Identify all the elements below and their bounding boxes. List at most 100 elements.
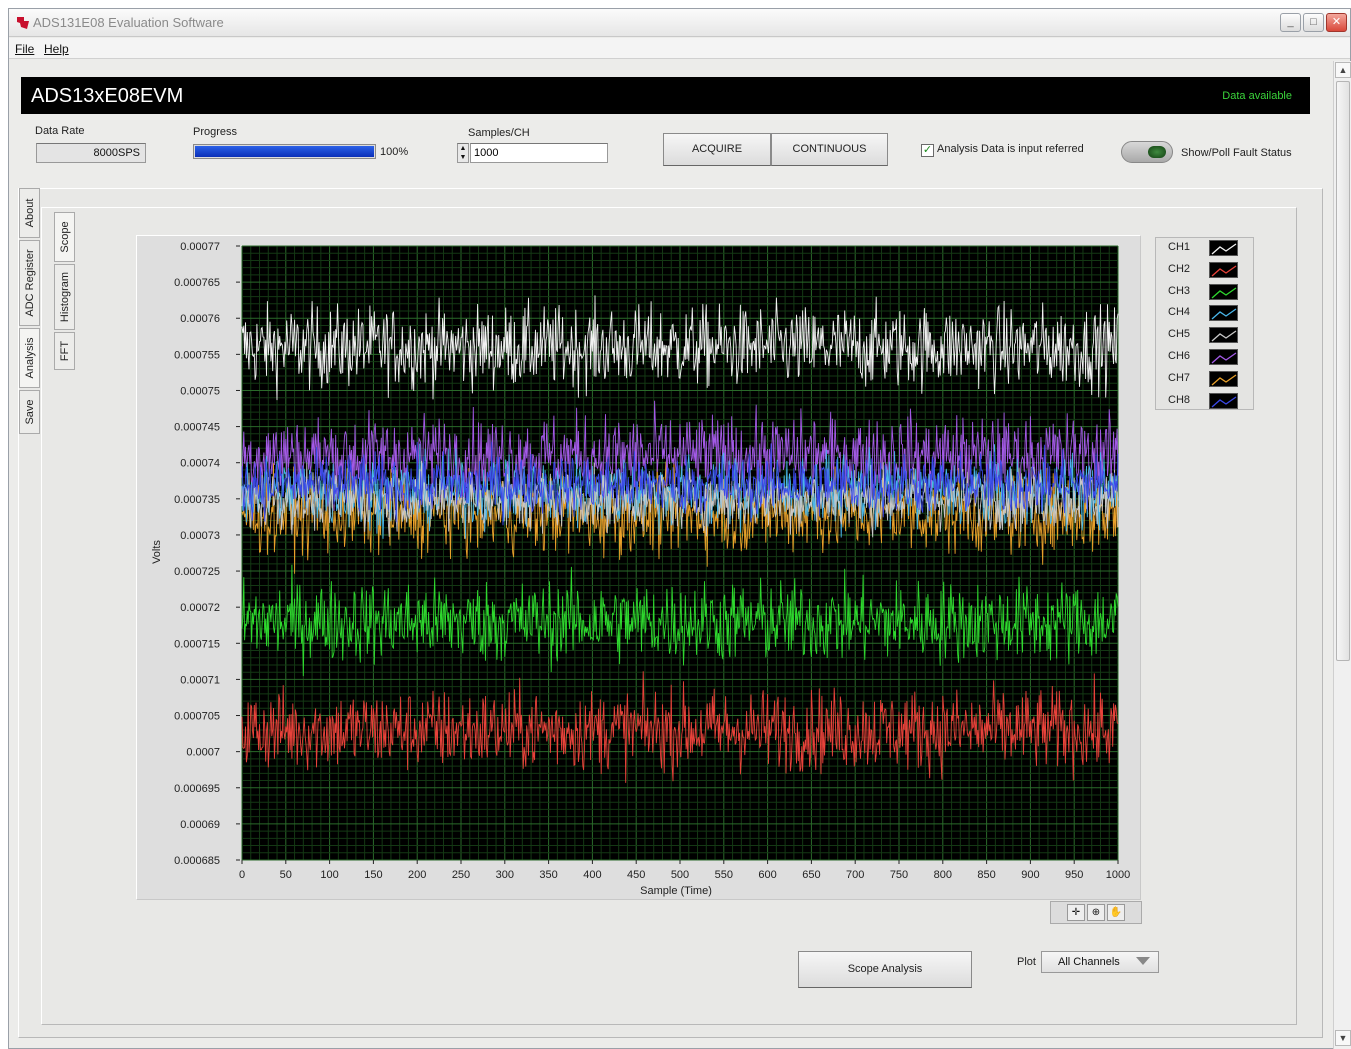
series-line-ch2 [241, 671, 1119, 783]
plot-label: Plot [1017, 956, 1036, 968]
acquire-button[interactable]: ACQUIRE [663, 133, 771, 166]
x-tick-label: 650 [802, 869, 820, 881]
x-tick-label: 400 [583, 869, 601, 881]
tab-scope[interactable]: Scope [54, 212, 75, 262]
y-tick-label: 0.000705 [174, 711, 220, 723]
legend-swatch-ch8[interactable] [1209, 392, 1238, 409]
x-tick-label: 700 [846, 869, 864, 881]
maximize-button[interactable]: □ [1303, 13, 1324, 32]
x-tick-label: 950 [1065, 869, 1083, 881]
scroll-thumb[interactable] [1336, 81, 1350, 661]
x-tick-label: 100 [320, 869, 338, 881]
series-line-ch1 [241, 295, 1119, 401]
menu-help[interactable]: Help [44, 42, 69, 56]
tab-save[interactable]: Save [19, 390, 40, 434]
plot-select-value: All Channels [1058, 956, 1120, 968]
cursor-tool-icon[interactable]: ✛ [1067, 904, 1085, 921]
chevron-down-icon [1136, 957, 1150, 965]
progress-label: Progress [193, 126, 238, 138]
title-bar: ADS131E08 Evaluation Software _ □ ✕ [9, 9, 1350, 37]
y-axis-label: Volts [151, 540, 163, 564]
x-tick-label: 150 [364, 869, 382, 881]
fault-status-label: Show/Poll Fault Status [1181, 147, 1292, 159]
x-tick-label: 550 [715, 869, 733, 881]
menu-file[interactable]: File [15, 42, 35, 56]
y-tick-label: 0.00069 [180, 819, 220, 831]
continuous-button[interactable]: CONTINUOUS [771, 133, 888, 166]
y-tick-label: 0.00075 [180, 385, 220, 397]
y-tick-label: 0.00076 [180, 313, 220, 325]
x-tick-label: 850 [977, 869, 995, 881]
samples-input[interactable] [470, 143, 608, 163]
y-tick-label: 0.000755 [174, 349, 220, 361]
y-tick-label: 0.000685 [174, 855, 220, 867]
y-tick-label: 0.00073 [180, 530, 220, 542]
legend-label-ch3: CH3 [1168, 284, 1191, 297]
progress-bar [193, 144, 376, 159]
legend-swatch-ch1[interactable] [1209, 240, 1238, 256]
x-tick-label: 300 [496, 869, 514, 881]
data-rate-label: Data Rate [35, 125, 85, 137]
x-tick-label: 600 [758, 869, 776, 881]
legend-swatch-ch4[interactable] [1209, 305, 1238, 322]
plot-select[interactable]: All Channels [1041, 951, 1159, 973]
series-line-ch8 [241, 441, 1119, 526]
x-tick-label: 500 [671, 869, 689, 881]
tab-about[interactable]: About [19, 188, 40, 238]
legend-swatch-ch5[interactable] [1209, 327, 1238, 344]
tab-histogram[interactable]: Histogram [54, 264, 75, 330]
y-tick-label: 0.00074 [180, 458, 220, 470]
legend-label-ch7: CH7 [1168, 371, 1191, 384]
legend-swatch-ch2[interactable] [1209, 261, 1238, 278]
tab-analysis[interactable]: Analysis [19, 328, 40, 388]
header-banner: ADS13xE08EVM Data available [21, 77, 1310, 114]
minimize-button[interactable]: _ [1280, 13, 1301, 32]
x-tick-label: 1000 [1106, 869, 1130, 881]
x-tick-label: 0 [239, 869, 245, 881]
x-tick-label: 350 [539, 869, 557, 881]
y-tick-label: 0.000745 [174, 422, 220, 434]
x-tick-label: 250 [452, 869, 470, 881]
close-button[interactable]: ✕ [1326, 13, 1347, 32]
legend-swatch-ch3[interactable] [1209, 283, 1238, 300]
y-tick-label: 0.000715 [174, 638, 220, 650]
legend-label-ch5: CH5 [1168, 328, 1191, 341]
x-tick-label: 450 [627, 869, 645, 881]
x-tick-label: 200 [408, 869, 426, 881]
input-referred-checkbox[interactable]: ✓ [921, 144, 934, 157]
y-tick-label: 0.00077 [180, 241, 220, 253]
scope-analysis-button[interactable]: Scope Analysis [798, 951, 972, 988]
legend-label-ch8: CH8 [1168, 393, 1191, 406]
zoom-tool-icon[interactable]: ⊕ [1087, 904, 1105, 921]
samples-stepper[interactable]: ▲ ▼ [457, 143, 469, 163]
x-tick-label: 750 [890, 869, 908, 881]
tab-fft[interactable]: FFT [54, 332, 75, 370]
pan-tool-icon[interactable]: ✋ [1107, 904, 1125, 921]
y-tick-label: 0.000725 [174, 566, 220, 578]
status-text: Data available [1222, 90, 1292, 102]
progress-percent: 100% [380, 146, 409, 158]
led-indicator [1148, 146, 1166, 158]
y-tick-label: 0.000695 [174, 783, 220, 795]
legend-swatch-ch6[interactable] [1209, 349, 1238, 365]
graph-tools: ✛ ⊕ ✋ [1050, 901, 1142, 924]
legend-label-ch6: CH6 [1168, 350, 1191, 362]
vertical-scrollbar[interactable]: ▲ ▼ [1333, 61, 1351, 1049]
input-referred-label: Analysis Data is input referred [937, 143, 1084, 155]
legend-label-ch4: CH4 [1168, 306, 1191, 319]
device-title: ADS13xE08EVM [31, 85, 184, 107]
legend-label-ch2: CH2 [1168, 262, 1191, 275]
scroll-up-icon[interactable]: ▲ [1335, 62, 1351, 78]
menu-bar: File Help [9, 38, 1350, 59]
x-axis-label: Sample (Time) [640, 885, 712, 897]
data-rate-field: 8000SPS [36, 143, 146, 163]
y-tick-label: 0.0007 [186, 747, 220, 759]
x-tick-label: 50 [280, 869, 292, 881]
series-line-ch3 [241, 564, 1119, 677]
x-tick-label: 900 [1021, 869, 1039, 881]
y-tick-label: 0.000765 [174, 277, 220, 289]
tab-adc-register[interactable]: ADC Register [19, 240, 40, 326]
fault-status-toggle[interactable] [1121, 141, 1173, 163]
legend-swatch-ch7[interactable] [1209, 370, 1238, 387]
